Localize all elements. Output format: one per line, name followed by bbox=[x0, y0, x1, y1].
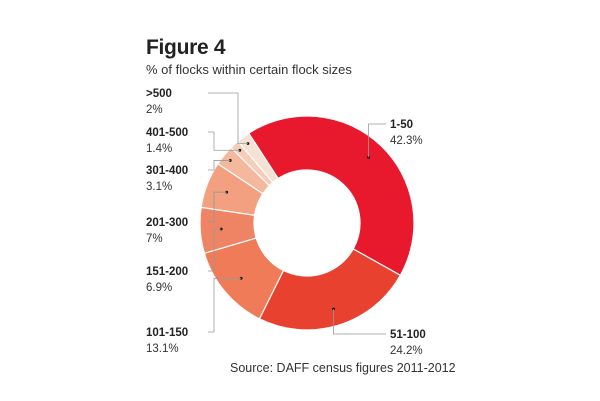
leader-line bbox=[333, 308, 386, 335]
slice-label: 151-200 6.9% bbox=[146, 264, 188, 296]
slice-label: 101-150 13.1% bbox=[146, 325, 188, 357]
slice-value: 2% bbox=[146, 104, 163, 116]
slice-value: 1.4% bbox=[146, 143, 173, 155]
slice-label: 201-300 7% bbox=[146, 215, 188, 247]
slice-value: 13.1% bbox=[146, 343, 179, 355]
donut-slice-1-50 bbox=[247, 115, 415, 277]
donut-slice-gt500 bbox=[237, 132, 279, 184]
leader-dot bbox=[228, 159, 232, 162]
slice-label: 1-50 42.3% bbox=[390, 117, 423, 149]
leader-line bbox=[208, 131, 240, 151]
slice-category: >500 bbox=[146, 88, 172, 100]
leader-line bbox=[208, 160, 231, 171]
slice-label: 301-400 3.1% bbox=[146, 163, 188, 195]
slice-category: 1-50 bbox=[390, 119, 414, 131]
leader-line bbox=[208, 228, 222, 272]
leader-dot bbox=[239, 276, 243, 280]
leader-line bbox=[368, 123, 386, 158]
chart-title: Figure 4 bbox=[146, 36, 226, 59]
slice-label: 401-500 1.4% bbox=[146, 125, 188, 157]
leader-dot bbox=[246, 142, 250, 145]
leader-line bbox=[208, 277, 242, 333]
leader-line bbox=[208, 191, 227, 223]
donut-slice-51-100 bbox=[258, 248, 402, 331]
slice-category: 201-300 bbox=[146, 217, 189, 229]
leader-dot bbox=[225, 190, 229, 194]
slice-label: 51-100 24.2% bbox=[390, 327, 426, 359]
slice-category: 401-500 bbox=[146, 127, 189, 139]
chart-source: Source: DAFF census figures 2011-2012 bbox=[230, 361, 456, 375]
leader-line bbox=[208, 92, 248, 144]
slice-value: 42.3% bbox=[390, 135, 423, 147]
slice-value: 6.9% bbox=[146, 282, 173, 294]
slice-category: 51-100 bbox=[390, 329, 426, 341]
slice-category: 101-150 bbox=[146, 327, 189, 339]
slice-value: 24.2% bbox=[390, 345, 423, 357]
slice-category: 301-400 bbox=[146, 165, 189, 177]
slice-value: 3.1% bbox=[146, 181, 173, 193]
slice-value: 7% bbox=[146, 233, 163, 245]
chart-subtitle: % of flocks within certain flock sizes bbox=[146, 62, 352, 77]
leader-dot bbox=[238, 148, 242, 152]
leader-dot bbox=[219, 227, 223, 231]
slice-label: >500 2% bbox=[146, 86, 172, 118]
slice-category: 151-200 bbox=[146, 266, 189, 278]
